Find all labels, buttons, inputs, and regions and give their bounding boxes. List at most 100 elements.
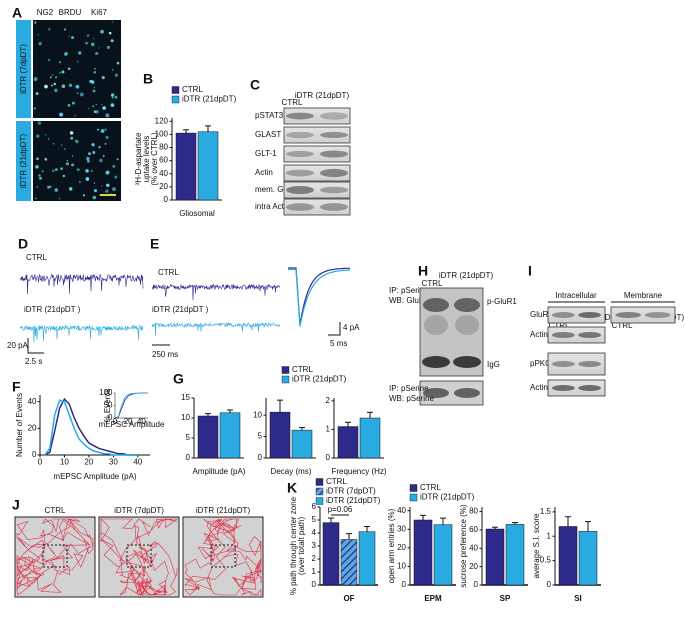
band [578,385,602,391]
line-series [44,399,138,456]
cell [95,103,97,106]
trace-label: CTRL [26,253,47,262]
band [320,168,348,178]
cell [78,51,82,55]
y-tick-label: 1 [326,425,331,434]
bar [578,531,598,586]
cell [69,131,74,135]
y-tick-label: 120 [155,116,169,125]
cell [55,168,58,172]
cell [41,170,44,173]
arena-label: iDTR (21dpDT) [196,506,251,515]
band [454,298,480,312]
cell [112,187,116,192]
panel-label: C [250,77,260,93]
cell [86,156,90,161]
y-tick-label: 0 [164,195,169,204]
y-tick-label: 0 [32,450,37,459]
band [320,150,348,158]
cell [37,121,42,125]
y-tick-label: 0 [402,580,407,589]
cell [63,148,66,151]
x-axis-label: EPM [424,594,442,603]
arena-label: iDTR (7dpDT) [114,506,164,515]
y-tick-label: 10 [253,410,262,419]
y-tick-label: 5 [312,515,317,524]
y-tick-label: 2 [326,396,331,405]
blot-label: WB: GluR1 [389,296,430,305]
cell [105,135,109,140]
cell [47,138,50,140]
legend-label: CTRL [326,477,347,486]
trace-label: iDTR (21dpDT ) [24,305,81,314]
line-series [114,392,148,419]
bar [340,539,358,586]
y-tick-label: 0 [258,453,263,462]
y-tick-label: 1.5 [540,507,552,516]
row-tag [16,121,31,201]
cell [55,76,58,79]
cell [59,112,64,117]
cell [58,61,62,64]
column-label: CTRL [282,98,303,107]
y-tick-label: 4 [312,528,317,537]
cell [85,169,89,173]
cell [95,110,99,114]
cell [86,177,88,179]
cell [110,103,115,107]
cell [101,185,103,187]
cell [93,71,96,74]
x-tick-label: 0 [38,458,43,467]
legend-swatch [409,493,418,502]
cell [59,72,61,74]
legend-label: iDTR (21dpDT) [420,493,475,502]
cell [110,39,114,43]
row-label: Actin [255,168,273,177]
cell [38,176,43,180]
cell [62,174,66,178]
y-tick-label: 10 [181,413,190,422]
x-axis-label: Decay (ms) [271,467,312,476]
cell [49,76,52,79]
blot [547,379,606,397]
band [320,112,348,120]
y-tick-label: 0.5 [540,556,552,565]
y-tick-label: 2 [312,554,317,563]
cell [114,73,118,77]
cell [38,174,41,177]
bar [433,524,453,586]
blot-label: IP: pSerine [389,286,429,295]
blot [283,198,351,216]
y-axis-label: average S.I. score [532,513,541,578]
cell [70,136,74,140]
cell [90,170,93,172]
trace-label: iDTR (21dpDT ) [152,305,209,314]
column-label: iDTR (21dpDT) [295,91,350,100]
row-label: Actin [530,330,548,339]
center-zone [210,544,236,568]
x-axis-label: mEPSC Amplitude (pA) [53,472,136,481]
row-tag [16,20,31,118]
annotation: p=0.06 [328,505,353,514]
y-tick-label: 3 [312,541,317,550]
cell [93,86,96,89]
cell [64,52,68,56]
y-tick-label: 0 [474,580,479,589]
y-tick-label: 15 [181,393,190,402]
cell [76,168,80,172]
stain-label: BRDU [59,8,82,17]
band [422,356,450,368]
cell [44,84,48,89]
bar [291,429,313,459]
cell [38,41,42,46]
line-series [114,392,148,419]
cell [93,189,98,193]
cell [71,163,75,167]
legend-label: CTRL [182,85,203,94]
group-label: Membrane [624,291,663,300]
row-label: intra Actin [255,202,290,211]
cell [75,84,80,89]
band [551,385,575,391]
legend-label: CTRL [292,365,313,374]
y-axis-label: open arm entries (%) [387,508,396,583]
